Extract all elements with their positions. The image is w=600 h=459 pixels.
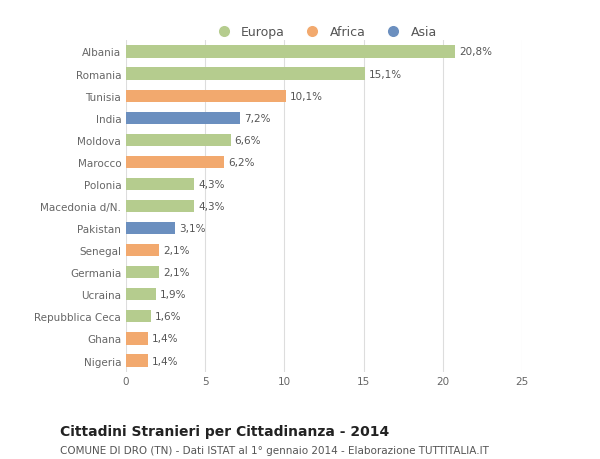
Text: 4,3%: 4,3% <box>198 179 224 190</box>
Bar <box>126 267 159 279</box>
Bar <box>126 68 365 80</box>
Bar <box>126 201 194 213</box>
Bar <box>126 333 148 345</box>
Text: 1,6%: 1,6% <box>155 312 182 322</box>
Bar <box>126 157 224 168</box>
Bar <box>126 311 151 323</box>
Text: 1,4%: 1,4% <box>152 356 179 366</box>
Bar <box>126 223 175 235</box>
Bar <box>126 112 240 124</box>
Text: 15,1%: 15,1% <box>369 69 402 79</box>
Bar <box>126 90 286 102</box>
Text: 2,1%: 2,1% <box>163 268 190 278</box>
Text: 1,4%: 1,4% <box>152 334 179 344</box>
Text: 1,9%: 1,9% <box>160 290 187 300</box>
Bar <box>126 245 159 257</box>
Bar <box>126 46 455 58</box>
Text: 6,6%: 6,6% <box>235 135 261 146</box>
Text: COMUNE DI DRO (TN) - Dati ISTAT al 1° gennaio 2014 - Elaborazione TUTTITALIA.IT: COMUNE DI DRO (TN) - Dati ISTAT al 1° ge… <box>60 445 489 455</box>
Text: 20,8%: 20,8% <box>460 47 493 57</box>
Bar <box>126 134 230 146</box>
Legend: Europa, Africa, Asia: Europa, Africa, Asia <box>206 21 442 44</box>
Bar <box>126 355 148 367</box>
Text: 2,1%: 2,1% <box>163 246 190 256</box>
Text: 4,3%: 4,3% <box>198 202 224 212</box>
Bar <box>126 179 194 190</box>
Text: 6,2%: 6,2% <box>228 157 254 168</box>
Text: 10,1%: 10,1% <box>290 91 323 101</box>
Bar <box>126 289 156 301</box>
Text: 3,1%: 3,1% <box>179 224 206 234</box>
Text: Cittadini Stranieri per Cittadinanza - 2014: Cittadini Stranieri per Cittadinanza - 2… <box>60 425 389 438</box>
Text: 7,2%: 7,2% <box>244 113 271 123</box>
